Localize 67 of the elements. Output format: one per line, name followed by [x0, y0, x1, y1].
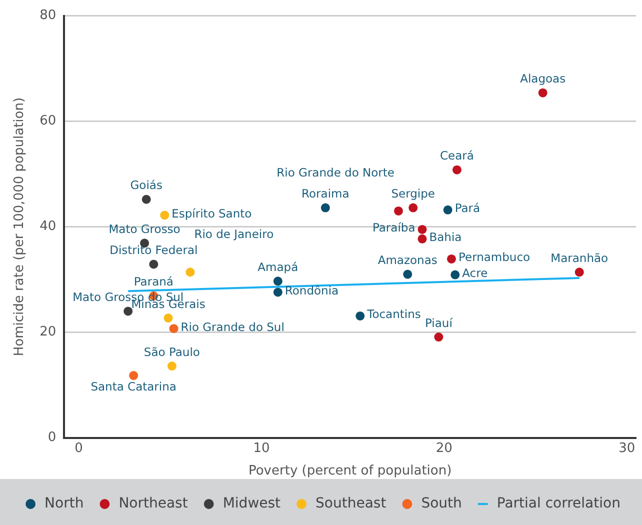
point [538, 88, 548, 98]
point [434, 332, 444, 342]
annotation: Goiás [130, 178, 162, 192]
point [273, 276, 282, 286]
annotation: Maranhão [550, 250, 608, 265]
annotation: Acre [462, 266, 488, 280]
annotation: São Paulo [144, 344, 200, 359]
point [443, 205, 452, 214]
annotation: Pará [454, 201, 480, 216]
legend-label: Partial correlation [496, 496, 620, 512]
annotation: Pernambuco [458, 250, 530, 264]
x-axis-title: Poverty (percent of population) [248, 464, 452, 479]
annotation: Piauí [424, 316, 454, 330]
annotation: Roraima [302, 186, 350, 201]
point [142, 194, 151, 204]
annotation: Santa Catarina [90, 379, 176, 394]
x-tick-label: 20 [436, 440, 452, 456]
annotation: Distrito Federal [110, 242, 198, 257]
point [320, 203, 330, 212]
y-tick-label: 80 [40, 8, 56, 24]
point [446, 254, 456, 264]
point [452, 165, 462, 174]
point [169, 324, 178, 334]
point [418, 224, 427, 234]
y-tick-label: 40 [40, 219, 56, 234]
annotation: Paraná [134, 274, 174, 289]
point [186, 268, 195, 277]
legend-label: Southeast [316, 496, 387, 512]
point [149, 260, 158, 269]
legend-label: South [421, 496, 462, 512]
y-tick-label: 20 [40, 324, 56, 340]
annotation: Alagoas [520, 72, 566, 86]
point [356, 311, 365, 320]
point [129, 371, 138, 380]
point [273, 288, 282, 297]
y-tick-label: 0 [48, 430, 56, 446]
point [124, 306, 133, 316]
annotation: Paraíba [372, 220, 416, 235]
point [160, 210, 170, 220]
legend-label: Northeast [118, 496, 188, 512]
x-tick-label: 0 [74, 440, 83, 456]
annotation: Espírito Santo [172, 206, 252, 220]
annotation: Tocantins [366, 307, 421, 322]
annotation: Bahia [429, 230, 462, 244]
point [574, 268, 584, 277]
legend-label: Midwest [222, 496, 282, 512]
point [167, 362, 176, 371]
point [450, 270, 460, 280]
y-tick-label: 60 [40, 114, 56, 129]
x-tick-label: 10 [253, 440, 270, 456]
annotation: Amapá [258, 260, 298, 274]
point [403, 270, 412, 279]
annotation: Rio Grande do Sul [180, 320, 284, 334]
x-tick-label: 30 [618, 440, 636, 456]
point [418, 234, 427, 244]
annotation: Ceará [440, 148, 474, 163]
annotation: Mato Grosso [108, 222, 180, 236]
y-axis-title: Homicide rate (per 100,000 population) [12, 97, 28, 356]
point [164, 314, 173, 323]
legend-label: North [44, 496, 84, 512]
annotation: Rio Grande do Norte [276, 166, 394, 180]
point [394, 206, 403, 216]
annotation: Sergipe [391, 186, 435, 201]
point [408, 203, 418, 212]
annotation: Rio de Janeiro [194, 226, 274, 241]
annotation: Amazonas [378, 253, 438, 268]
annotation: Rondônia [284, 283, 339, 298]
